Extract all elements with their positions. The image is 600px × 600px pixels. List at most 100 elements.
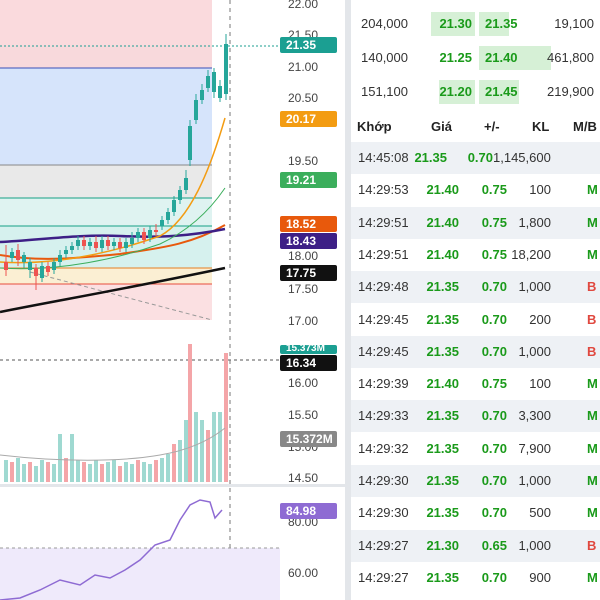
bid-volume: 151,100 (361, 84, 408, 99)
trade-row[interactable]: 14:29:39 21.40 0.75 100 M (351, 368, 600, 400)
trade-volume: 18,200 (511, 246, 551, 262)
ask-volume: 19,100 (554, 16, 594, 31)
trade-change: 0.75 (481, 182, 507, 198)
header-price[interactable]: Giá (431, 119, 452, 134)
trade-row[interactable]: 14:29:30 21.35 0.70 1,000 M (351, 465, 600, 497)
trade-volume: 1,000 (518, 537, 551, 553)
trade-time: 14:29:30 (358, 505, 409, 521)
price-chart-panel[interactable]: 22.00 21.50 21.00 20.50 19.50 18.00 17.5… (0, 0, 345, 600)
order-book-row[interactable]: 151,100 21.20 21.45 219,900 (351, 76, 600, 108)
ask-volume: 219,900 (547, 84, 594, 99)
trade-time: 14:29:30 (358, 473, 409, 488)
last-price-tag: 21.35 (280, 37, 337, 53)
trade-side: M (587, 246, 598, 262)
trade-price: 21.35 (426, 279, 459, 295)
trade-row[interactable]: 14:29:48 21.35 0.70 1,000 B (351, 271, 600, 304)
trade-time: 14:29:48 (358, 279, 409, 295)
trade-price: 21.40 (426, 214, 459, 230)
trade-price: 21.40 (426, 246, 459, 262)
header-change[interactable]: +/- (484, 119, 500, 134)
bid-price-cell[interactable]: 21.25 (431, 46, 475, 70)
trade-side: M (587, 376, 598, 392)
price-axis-label: 16.00 (288, 376, 319, 390)
candlestick-series (4, 34, 228, 290)
trade-row[interactable]: 14:29:32 21.35 0.70 7,900 M (351, 433, 600, 465)
order-book-row[interactable]: 140,000 21.25 21.40 461,800 (351, 42, 600, 74)
price-axis-label: 14.50 (288, 471, 319, 485)
ma-darkorange-tag: 18.52 (280, 216, 337, 232)
trade-price: 21.35 (426, 473, 459, 488)
trade-row[interactable]: 14:29:51 21.40 0.75 18,200 M (351, 239, 600, 271)
panel-divider[interactable] (345, 0, 351, 600)
bid-price: 21.30 (439, 16, 472, 31)
trade-row[interactable]: 14:29:27 21.30 0.65 1,000 B (351, 529, 600, 562)
trade-price: 21.35 (426, 569, 459, 585)
trade-time: 14:29:51 (358, 214, 409, 230)
ma-purple-tag: 18.43 (280, 233, 337, 249)
volume-ma-tag: 15.372M (280, 431, 337, 447)
trade-volume: 1,000 (518, 279, 551, 295)
trade-volume: 200 (529, 311, 551, 327)
bid-price-cell[interactable]: 21.30 (431, 12, 475, 36)
trade-volume: 1,800 (518, 214, 551, 230)
trade-time: 14:29:45 (358, 343, 409, 359)
trade-side: M (587, 440, 598, 456)
trade-volume: 900 (529, 569, 551, 585)
trade-time: 14:29:39 (358, 376, 409, 392)
trade-row[interactable]: 14:29:30 21.35 0.70 500 M (351, 497, 600, 529)
trade-price: 21.35 (426, 440, 459, 456)
ask-price-cell[interactable]: 21.35 (479, 12, 518, 36)
price-axis-label: 20.50 (288, 91, 319, 105)
trade-row[interactable]: 14:29:45 21.35 0.70 1,000 B (351, 335, 600, 368)
header-time[interactable]: Khớp (357, 119, 392, 134)
trade-change: 0.75 (481, 214, 507, 230)
trade-volume: 100 (529, 182, 551, 198)
trade-change: 0.70 (481, 569, 507, 585)
bid-price-cell[interactable]: 21.20 (439, 80, 475, 104)
trade-change: 0.75 (481, 246, 507, 262)
rsi-axis-label: 60.00 (288, 566, 319, 580)
trade-row[interactable]: 14:45:08 21.35 0.70 1,145,600 (351, 142, 600, 174)
price-axis-label: 17.00 (288, 314, 319, 328)
ma-black-tag: 17.75 (280, 265, 337, 281)
trade-time: 14:29:33 (358, 408, 409, 424)
trade-change: 0.70 (481, 311, 507, 327)
price-chart[interactable] (0, 0, 345, 600)
header-volume[interactable]: KL (532, 119, 550, 134)
header-side[interactable]: M/B (573, 119, 597, 134)
trade-price: 21.35 (426, 343, 459, 359)
trade-side: M (587, 182, 598, 198)
trade-price: 21.40 (426, 376, 459, 392)
ask-price-cell[interactable]: 21.45 (479, 80, 519, 104)
trade-time: 14:29:51 (358, 246, 409, 262)
trade-row[interactable]: 14:29:27 21.35 0.70 900 M (351, 562, 600, 594)
ask-volume: 461,800 (547, 50, 594, 65)
trade-volume: 1,000 (518, 473, 551, 488)
ask-price-cell[interactable]: 21.40 (479, 46, 551, 70)
trade-side: B (587, 537, 597, 553)
trade-side: M (587, 569, 598, 585)
trade-side: B (587, 279, 597, 295)
trade-time: 14:29:45 (358, 311, 409, 327)
price-axis-label: 19.50 (288, 154, 319, 168)
trade-change: 0.70 (481, 408, 507, 424)
trade-row[interactable]: 14:29:51 21.40 0.75 1,800 M (351, 206, 600, 239)
bid-price: 21.25 (439, 50, 472, 65)
price-axis-label: 22.00 (288, 0, 319, 11)
trade-volume: 7,900 (518, 440, 551, 456)
trade-price: 21.30 (426, 537, 459, 553)
trade-time: 14:29:27 (358, 569, 409, 585)
trade-price: 21.35 (426, 505, 459, 521)
order-book-row[interactable]: 204,000 21.30 21.35 19,100 (351, 8, 600, 40)
trade-volume: 500 (529, 505, 551, 521)
trade-change: 0.70 (481, 440, 507, 456)
trade-side: M (587, 505, 598, 521)
ma-green-tag: 19.21 (280, 172, 337, 188)
ask-price: 21.40 (485, 50, 518, 65)
volume-badge-partial: 15.373M (280, 345, 337, 354)
volume-bars (4, 344, 228, 482)
trade-row[interactable]: 14:29:33 21.35 0.70 3,300 M (351, 400, 600, 433)
trade-row[interactable]: 14:29:53 21.40 0.75 100 M (351, 174, 600, 206)
trade-row[interactable]: 14:29:45 21.35 0.70 200 B (351, 304, 600, 336)
trade-time: 14:45:08 (358, 150, 409, 165)
